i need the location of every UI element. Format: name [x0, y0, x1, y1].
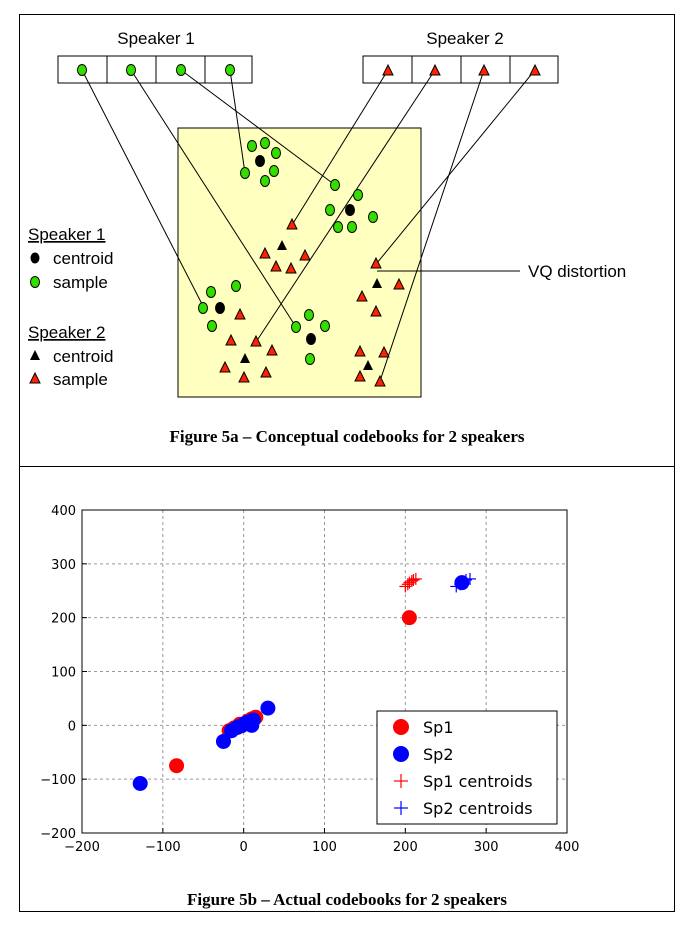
figure-5b-caption: Figure 5b – Actual codebooks for 2 speak…: [186, 890, 508, 909]
figure-5a-caption: Figure 5a – Conceptual codebooks for 2 s…: [169, 427, 525, 446]
legend-label-3: Sp1 centroids: [423, 772, 533, 791]
y-tick-label: 300: [51, 558, 76, 573]
legend-swatch-1: [393, 719, 409, 735]
speaker1-samples: [198, 137, 378, 365]
chart-ticks: −200 −100 0 100 200 300 400 400 300 200 100 0 −100 −2…: [40, 504, 579, 855]
y-tick-label: 400: [51, 504, 76, 519]
y-tick-label: −100: [40, 773, 76, 788]
codebook-2-title: Speaker 2: [426, 29, 504, 48]
legend-speaker1-centroid: centroid: [53, 249, 113, 268]
legend-swatch-4: [394, 801, 408, 815]
x-tick-label: −100: [145, 840, 181, 855]
scatter-chart: −200 −100 0 100 200 300 400 400 300 200 100 0 −100 −2…: [40, 504, 579, 855]
chart-legend: Sp1 Sp2 Sp1 centroids Sp2 centroids: [376, 710, 558, 825]
x-tick-label: −200: [64, 840, 100, 855]
y-tick-label: 0: [68, 719, 76, 734]
legend-swatch-2: [393, 746, 409, 762]
data-point: [215, 733, 231, 749]
codebook-2-box: [362, 55, 559, 84]
codebook-2-markers: [382, 63, 541, 76]
y-tick-label: −200: [40, 827, 76, 842]
speaker2-centroids: [240, 240, 382, 370]
legend-swatch-3: [394, 774, 408, 788]
legend-speaker2-centroid: centroid: [53, 347, 113, 366]
chart-marks: [132, 572, 476, 791]
centroid-point: [454, 578, 467, 591]
data-point: [169, 758, 185, 774]
x-tick-label: 300: [474, 840, 499, 855]
legend-label-2: Sp2: [423, 745, 454, 764]
codebook-1-markers: [77, 64, 235, 76]
legend-speaker1-sample: sample: [53, 273, 108, 292]
legend-label-1: Sp1: [423, 718, 454, 737]
legend-centroid-dot: [30, 252, 40, 264]
legend-label-4: Sp2 centroids: [423, 799, 533, 818]
legend-sample-dot: [30, 276, 40, 288]
legend-centroid-triangle: [30, 350, 40, 360]
codebook-connectors: [81, 69, 536, 382]
legend-speaker1-title: Speaker 1: [28, 225, 106, 244]
data-point: [245, 712, 261, 728]
figure-frame: [19, 14, 675, 912]
y-tick-label: 100: [51, 666, 76, 681]
centroid-point: [409, 572, 422, 585]
vq-distortion-label: VQ distortion: [528, 262, 626, 281]
data-point: [401, 610, 417, 626]
data-point: [132, 775, 148, 791]
centroid-point: [464, 572, 476, 585]
diagram-legend: Speaker 1 centroid sample Speaker 2 cent…: [28, 225, 113, 389]
speaker2-samples: [219, 217, 405, 387]
data-point: [260, 700, 276, 716]
x-tick-label: 200: [393, 840, 418, 855]
conceptual-diagram: Speaker 1 Speaker 2: [28, 29, 626, 398]
legend-speaker2-title: Speaker 2: [28, 323, 106, 342]
legend-sample-triangle: [29, 371, 41, 384]
x-tick-label: 100: [312, 840, 337, 855]
y-tick-label: 200: [51, 612, 76, 627]
codebook-1-box: [57, 55, 253, 84]
feature-space-panel: [177, 127, 422, 398]
codebook-1-title: Speaker 1: [117, 29, 195, 48]
x-tick-label: 400: [555, 840, 580, 855]
x-tick-label: 0: [240, 840, 248, 855]
speaker1-centroids: [215, 155, 355, 345]
legend-speaker2-sample: sample: [53, 370, 108, 389]
data-point: [233, 718, 249, 734]
figure-divider: [19, 466, 675, 467]
